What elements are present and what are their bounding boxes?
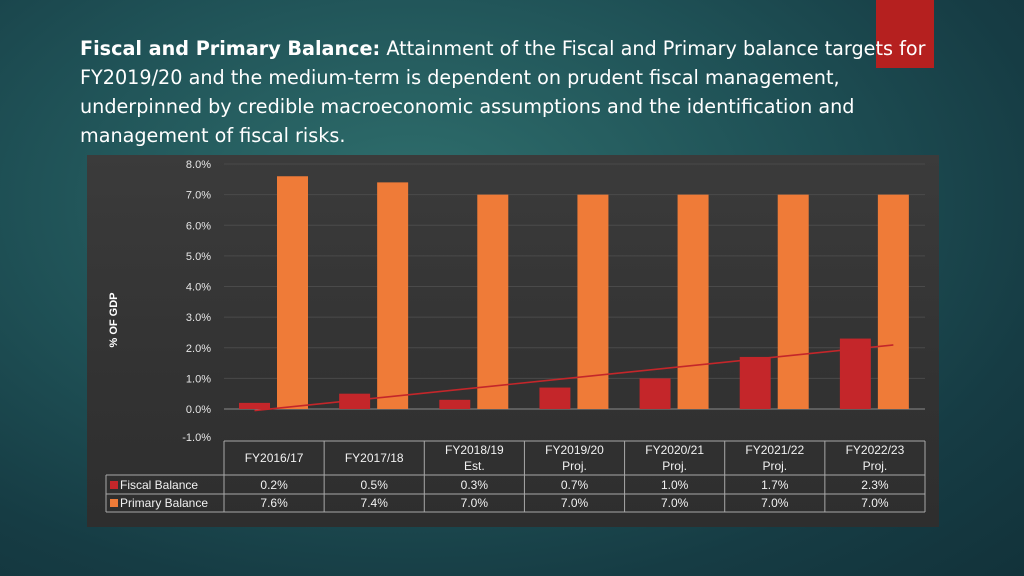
category-sublabel: Est. <box>464 459 485 473</box>
primary-balance-bar <box>477 194 509 409</box>
data-label: 1.7% <box>761 478 789 492</box>
fiscal-balance-bar <box>339 393 371 409</box>
primary-balance-bar <box>777 194 809 409</box>
category-label: FY2020/21 <box>645 443 704 457</box>
legend-key <box>110 499 118 507</box>
primary-balance-bar <box>377 182 409 409</box>
chart-panel: 8.0% 7.0% 6.0% 5.0% 4.0% 3.0% 2.0% 1.0% 0.0% -1.0… <box>87 155 939 527</box>
y-tick-label: 8.0% <box>186 159 211 171</box>
fiscal-balance-bar <box>239 402 270 409</box>
data-label: 0.5% <box>361 478 389 492</box>
primary-balance-bar <box>577 194 609 409</box>
fiscal-balance-bar <box>439 399 471 409</box>
fiscal-balance-bar <box>739 356 771 409</box>
slide-heading: Fiscal and Primary Balance: Attainment o… <box>80 34 950 150</box>
category-sublabel: Proj. <box>662 459 687 473</box>
primary-balance-bar <box>677 194 709 409</box>
y-axis-title: % OF GDP <box>108 292 120 347</box>
category-label: FY2021/22 <box>745 443 804 457</box>
legend-label: Fiscal Balance <box>120 478 198 492</box>
fiscal-trendline <box>254 344 894 412</box>
category-label: FY2022/23 <box>846 443 905 457</box>
y-tick-label: 1.0% <box>186 373 211 385</box>
data-label: 0.3% <box>461 478 489 492</box>
category-sublabel: Proj. <box>863 459 888 473</box>
fiscal-primary-chart: 8.0% 7.0% 6.0% 5.0% 4.0% 3.0% 2.0% 1.0% 0.0% -1.0… <box>105 159 926 513</box>
data-label: 0.7% <box>561 478 589 492</box>
legend-key <box>110 481 118 489</box>
y-tick-label: 7.0% <box>186 190 211 202</box>
data-label: 1.0% <box>661 478 689 492</box>
data-label: 7.0% <box>861 496 889 510</box>
data-label: 2.3% <box>861 478 889 492</box>
category-label: FY2016/17 <box>245 451 304 465</box>
data-label: 7.0% <box>561 496 589 510</box>
data-label: 0.2% <box>260 478 288 492</box>
accent-bar <box>876 0 934 68</box>
y-tick-label: 2.0% <box>186 343 211 355</box>
y-tick-label: 4.0% <box>186 282 211 294</box>
data-label: 7.0% <box>461 496 489 510</box>
category-sublabel: Proj. <box>562 459 587 473</box>
y-tick-label: 5.0% <box>186 251 211 263</box>
category-label: FY2019/20 <box>545 443 604 457</box>
fiscal-balance-bar <box>639 378 671 409</box>
data-label: 7.4% <box>361 496 389 510</box>
y-tick-label: -1.0% <box>182 432 211 444</box>
data-label: 7.0% <box>761 496 789 510</box>
y-tick-label: 6.0% <box>186 220 211 232</box>
data-label: 7.0% <box>661 496 689 510</box>
category-label: FY2017/18 <box>345 451 404 465</box>
data-label: 7.6% <box>260 496 288 510</box>
heading-body: Attainment of the Fiscal and Primary bal… <box>80 37 926 147</box>
primary-balance-bar <box>877 194 909 409</box>
category-label: FY2018/19 <box>445 443 504 457</box>
heading-bold: Fiscal and Primary Balance: <box>80 37 381 60</box>
legend-label: Primary Balance <box>120 496 208 510</box>
y-tick-label: 0.0% <box>186 404 211 416</box>
y-tick-label: 3.0% <box>186 312 211 324</box>
primary-balance-bar <box>277 176 308 409</box>
category-sublabel: Proj. <box>762 459 787 473</box>
fiscal-balance-bar <box>539 387 571 409</box>
